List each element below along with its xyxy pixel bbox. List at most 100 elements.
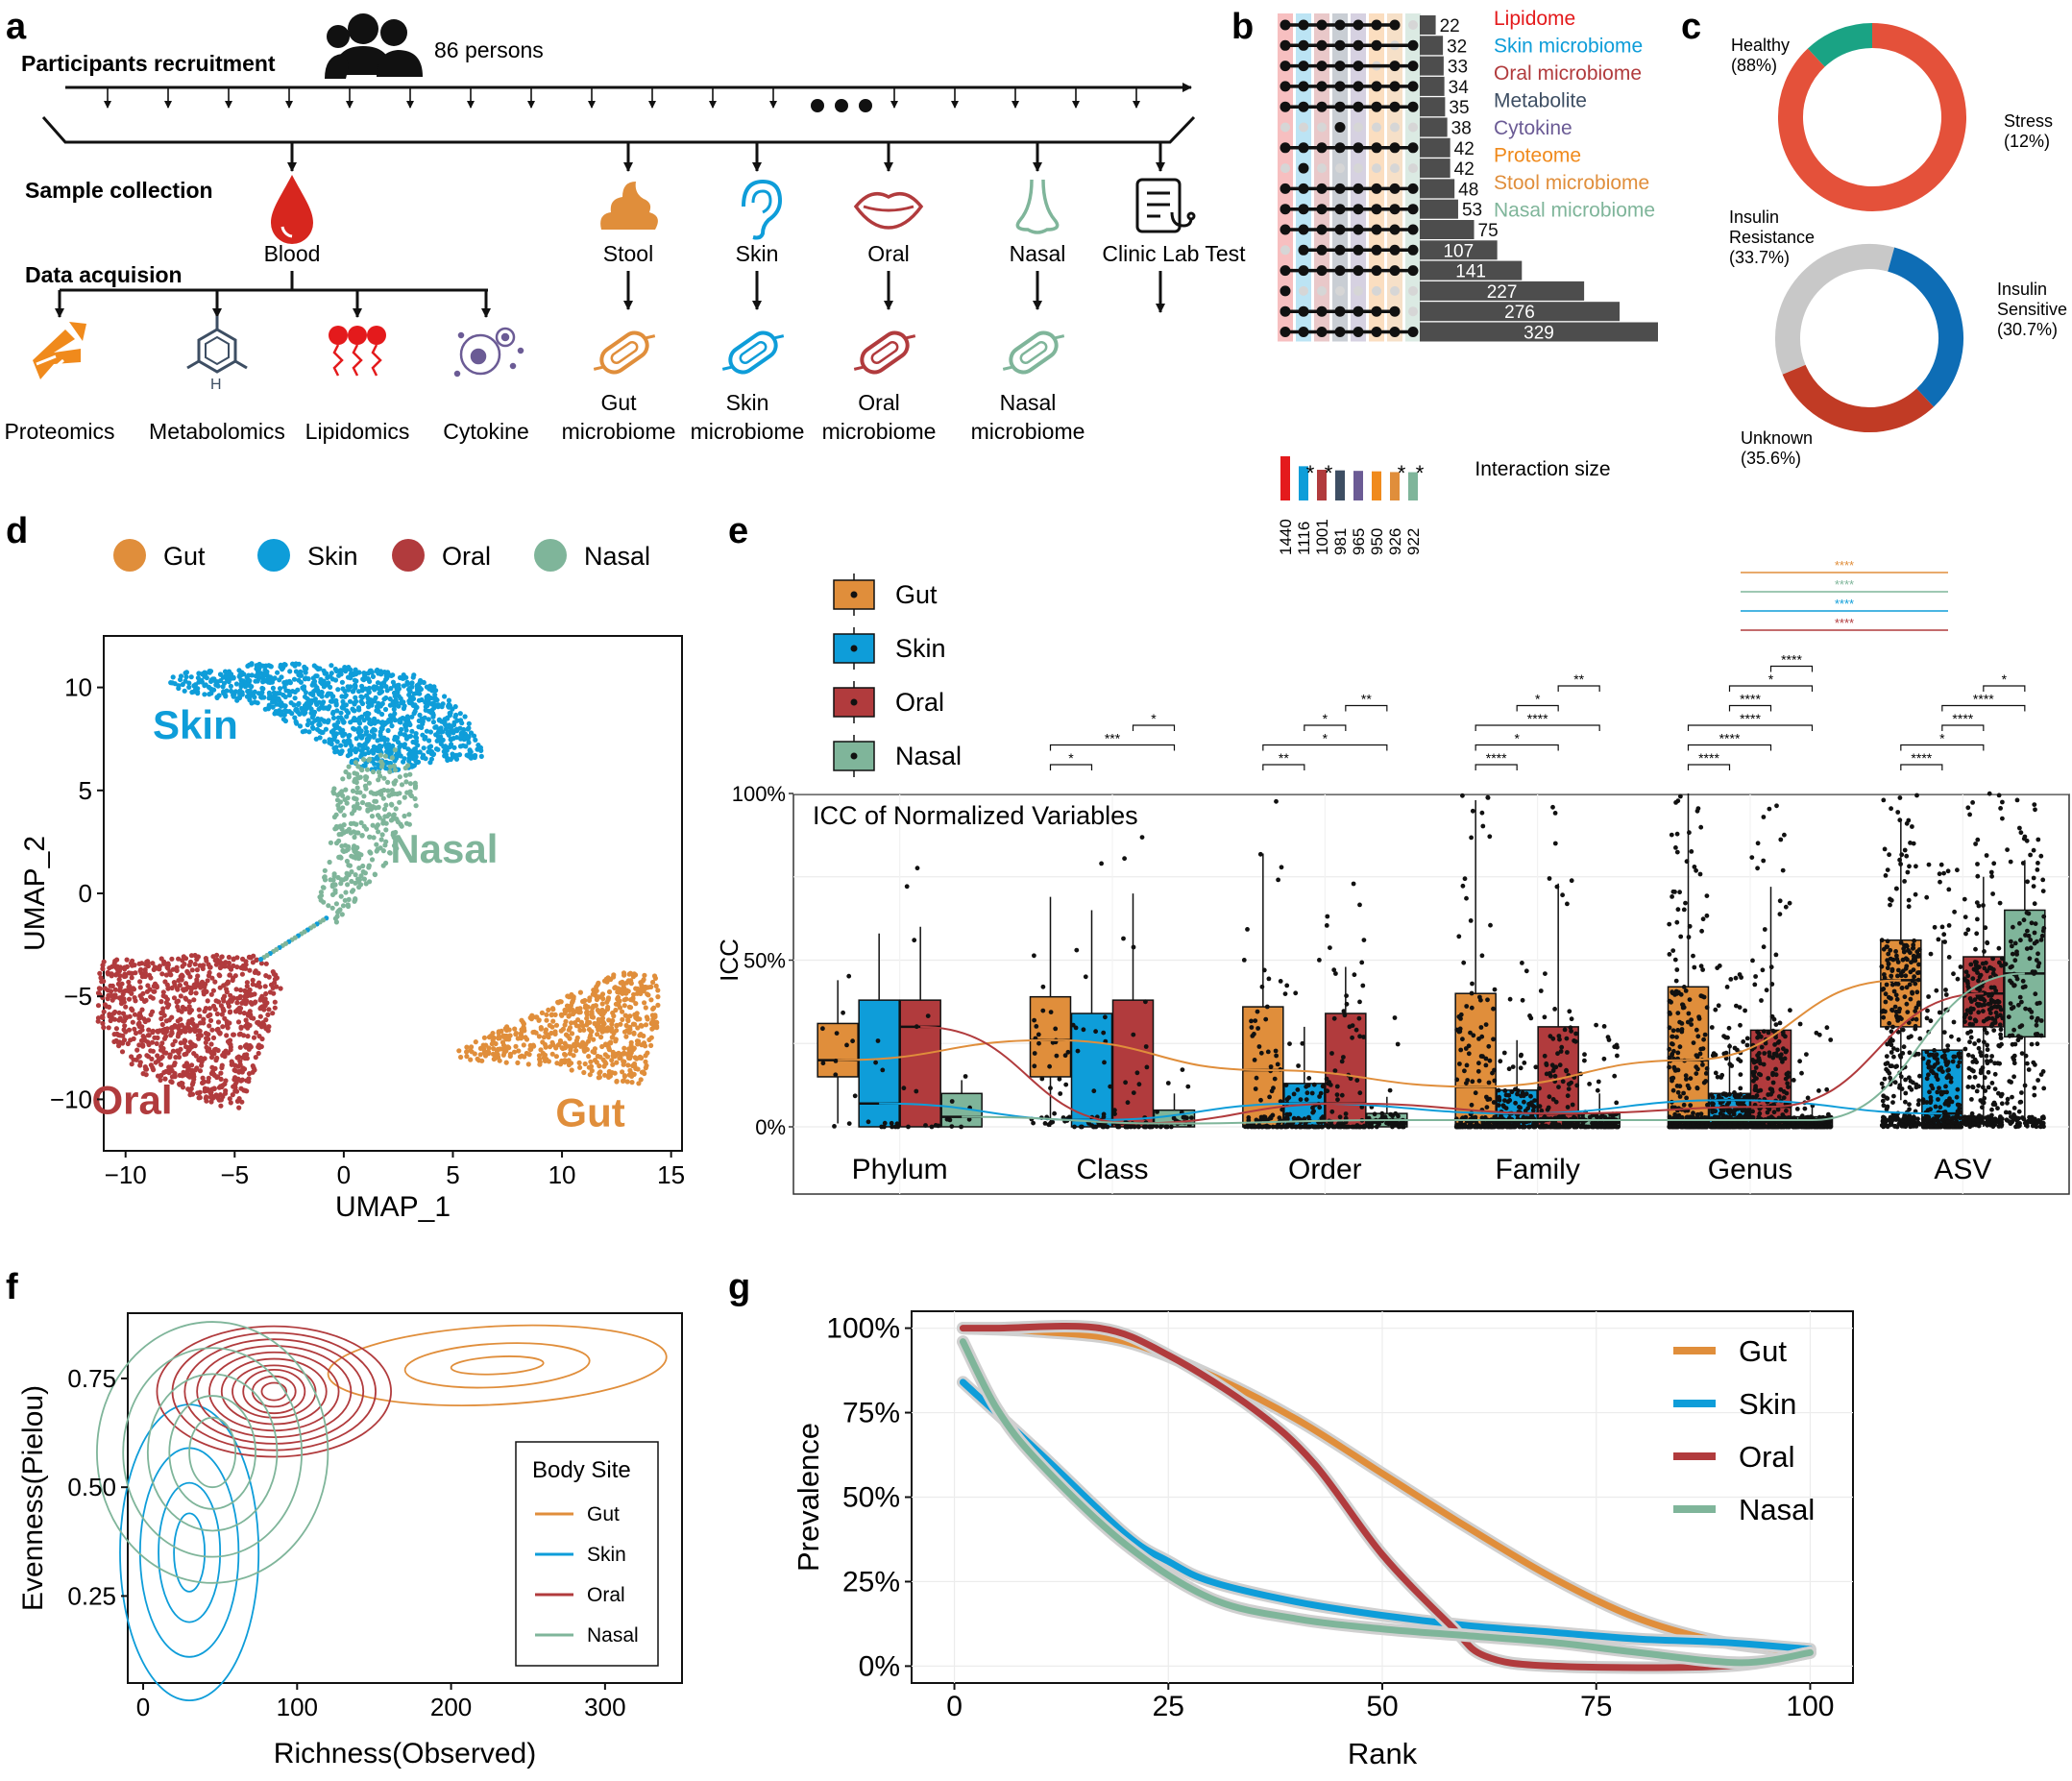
- box-point: [852, 1093, 858, 1099]
- umap-point: [646, 1037, 652, 1042]
- set-legend-label: Oral microbiome: [1494, 62, 1642, 85]
- box-point: [1125, 1100, 1131, 1106]
- box-point: [1116, 1124, 1122, 1130]
- umap-point: [218, 1103, 224, 1109]
- umap-point: [261, 663, 267, 669]
- box-point: [1072, 1124, 1077, 1130]
- umap-point: [348, 667, 353, 672]
- box-point: [1689, 849, 1694, 854]
- umap-point: [367, 834, 373, 840]
- umap-point: [177, 983, 183, 988]
- umap-point: [100, 965, 106, 972]
- umap-point: [216, 972, 222, 978]
- umap-point: [105, 996, 110, 1002]
- umap-point: [126, 996, 133, 1002]
- ellipsis-dots: [811, 99, 872, 112]
- umap-point: [369, 857, 376, 863]
- umap-point: [246, 988, 252, 994]
- box-point: [875, 1038, 881, 1043]
- umap-point: [473, 1039, 478, 1045]
- umap-point: [358, 767, 364, 772]
- membership-dot-filled: [1280, 285, 1291, 297]
- umap-point: [203, 956, 208, 962]
- box-point: [1311, 1082, 1317, 1087]
- box-point: [882, 1120, 888, 1126]
- umap-point: [334, 739, 340, 744]
- box-point: [1565, 1105, 1571, 1110]
- umap-point: [189, 1062, 195, 1068]
- umap-point: [402, 716, 407, 721]
- umap-point: [128, 961, 134, 966]
- box-point: [1509, 1124, 1514, 1130]
- umap-point: [218, 1003, 224, 1009]
- umap-point: [375, 680, 381, 686]
- umap-point: [638, 990, 644, 996]
- box-point: [1596, 1079, 1601, 1085]
- box-point: [1587, 1082, 1592, 1086]
- set-size-bar: [1372, 471, 1381, 500]
- umap-point: [151, 988, 157, 994]
- box-point: [1738, 1086, 1743, 1091]
- umap-point: [481, 1050, 487, 1056]
- umap-point: [164, 982, 170, 988]
- set-size-bar: [1335, 470, 1345, 500]
- box-point: [1036, 1032, 1041, 1037]
- box-point: [846, 1121, 852, 1126]
- umap-point: [467, 747, 473, 753]
- box-point: [1058, 1091, 1063, 1096]
- umap-point: [243, 959, 249, 964]
- membership-dot-empty: [1408, 163, 1418, 174]
- box-point: [1328, 945, 1332, 950]
- umap-point: [391, 781, 398, 787]
- box-point: [1283, 1083, 1289, 1087]
- box-point: [1132, 1124, 1137, 1130]
- proteomics-icon: [33, 322, 86, 379]
- umap-point: [553, 1022, 560, 1028]
- umap-point: [358, 698, 364, 704]
- umap-point: [502, 1026, 508, 1032]
- box-point: [890, 1124, 894, 1130]
- umap-point: [109, 973, 114, 979]
- umap-point: [101, 959, 107, 964]
- umap-point: [155, 1035, 160, 1040]
- umap-point: [403, 779, 409, 785]
- umap-point: [610, 1061, 616, 1067]
- umap-point: [332, 826, 338, 832]
- box-point: [1317, 1105, 1323, 1110]
- umap-point: [402, 744, 407, 750]
- umap-point: [237, 1044, 243, 1050]
- umap-point: [446, 732, 451, 738]
- microbiome-label: Skin: [726, 390, 769, 415]
- box-point: [1487, 1096, 1493, 1102]
- umap-point: [549, 1006, 556, 1012]
- umap-point: [252, 695, 257, 700]
- box-point: [1287, 1041, 1292, 1046]
- umap-point: [254, 957, 259, 963]
- umap-point: [322, 867, 328, 873]
- box-point: [1692, 964, 1697, 970]
- umap-point: [261, 999, 267, 1005]
- cluster-label: Gut: [555, 1089, 624, 1134]
- umap-point: [536, 1034, 543, 1039]
- umap-point: [191, 689, 197, 695]
- box-point: [1496, 1103, 1501, 1108]
- umap-point: [333, 702, 339, 708]
- umap-point: [493, 1040, 499, 1047]
- umap-point: [628, 981, 634, 987]
- umap-point: [213, 1058, 219, 1063]
- umap-point: [395, 740, 402, 745]
- box-point: [1362, 1123, 1367, 1129]
- umap-point: [197, 1094, 203, 1101]
- umap-point: [589, 1068, 595, 1074]
- umap-point: [605, 975, 611, 981]
- box-point: [1573, 1031, 1578, 1037]
- umap-point: [179, 977, 184, 983]
- box-point: [1506, 1066, 1512, 1072]
- legend-swatch: [534, 539, 567, 572]
- box-point: [1256, 1044, 1262, 1049]
- umap-point: [346, 826, 352, 832]
- umap-point: [353, 872, 358, 878]
- umap-point: [196, 1007, 202, 1012]
- umap-point: [604, 1006, 611, 1012]
- box-point: [1121, 936, 1126, 941]
